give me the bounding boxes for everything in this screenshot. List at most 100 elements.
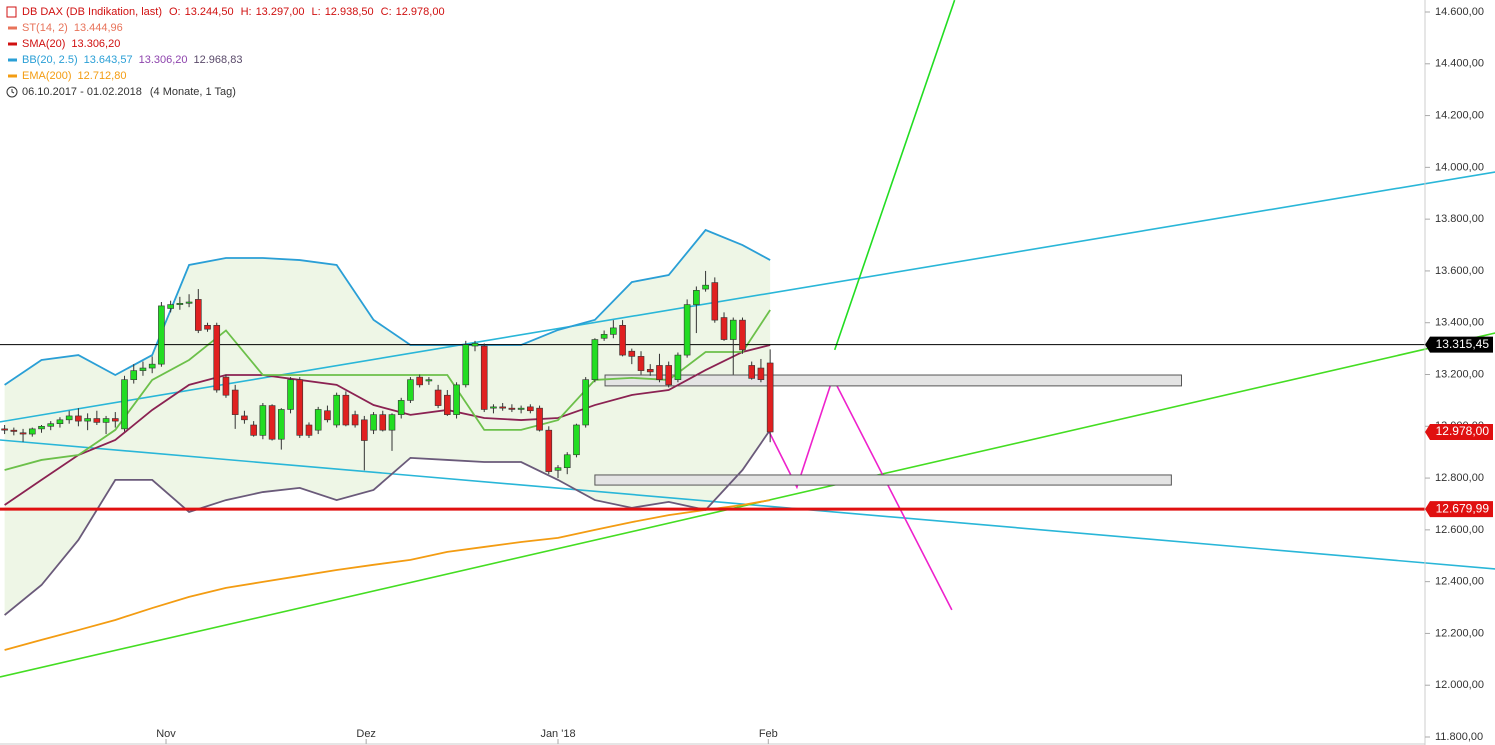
candle-body bbox=[65, 415, 73, 421]
legend-name: SMA(20) bbox=[22, 38, 65, 50]
candle-body bbox=[158, 305, 165, 365]
candle-body bbox=[591, 339, 599, 380]
candle-body bbox=[121, 379, 128, 430]
y-tick-label: 13.800,00 bbox=[1435, 213, 1484, 225]
header-key: C: bbox=[381, 6, 392, 18]
candle-body bbox=[1, 428, 8, 431]
candle-body bbox=[379, 414, 387, 431]
candle-body bbox=[656, 365, 663, 380]
header-key: H: bbox=[241, 6, 252, 18]
candle-body bbox=[563, 454, 571, 469]
period-text: (4 Monate, 1 Tag) bbox=[150, 86, 236, 98]
indicator-line bbox=[4, 344, 771, 506]
y-tick-label: 13.600,00 bbox=[1435, 265, 1484, 277]
header: DB DAX (DB Indikation, last) O: 13.244,50 H… bbox=[22, 6, 445, 18]
clock-hand bbox=[11, 89, 15, 94]
candle-body bbox=[250, 424, 257, 436]
legend-value: 13.306,20 bbox=[139, 54, 188, 66]
legend-name: ST(14, 2) bbox=[22, 22, 68, 34]
candle-body bbox=[527, 406, 534, 412]
candle-body bbox=[434, 389, 442, 406]
legend-value: 13.444,96 bbox=[74, 22, 123, 34]
x-tick-label: Jan '18 bbox=[540, 728, 575, 740]
candle-body bbox=[195, 299, 202, 331]
candle-body bbox=[628, 350, 636, 357]
candle-body bbox=[683, 304, 691, 356]
candle-body bbox=[19, 432, 27, 435]
candle-body bbox=[10, 429, 18, 432]
candle-body bbox=[693, 290, 700, 305]
candle-body bbox=[545, 429, 553, 472]
y-tick-label: 12.400,00 bbox=[1435, 576, 1484, 588]
y-tick-label: 11.800,00 bbox=[1435, 731, 1483, 743]
header-value: 12.938,50 bbox=[325, 6, 374, 18]
price-marker-label: 12.978,00 bbox=[1436, 424, 1490, 438]
candle-body bbox=[333, 394, 340, 426]
candle-body bbox=[407, 379, 414, 401]
candle-body bbox=[499, 406, 506, 409]
candle-body bbox=[600, 334, 608, 339]
y-tick-label: 12.600,00 bbox=[1435, 524, 1484, 536]
candle-body bbox=[646, 369, 654, 373]
y-tick-label: 14.000,00 bbox=[1435, 161, 1484, 173]
candle-body bbox=[204, 325, 211, 330]
y-tick-label: 14.200,00 bbox=[1435, 109, 1484, 121]
price-marker-box bbox=[1425, 501, 1493, 518]
candle-body bbox=[75, 415, 82, 422]
candle-body bbox=[167, 304, 174, 309]
header-title: DB DAX (DB Indikation, last) bbox=[22, 6, 162, 18]
zone-rect bbox=[604, 374, 1183, 387]
candle-body bbox=[490, 406, 497, 409]
candle-body bbox=[268, 405, 276, 440]
legend-entry: SMA(20) 13.306,20 bbox=[22, 38, 120, 50]
x-tick-label: Nov bbox=[156, 728, 176, 740]
candle-body bbox=[582, 379, 589, 426]
candle-body bbox=[351, 414, 359, 426]
plot-area bbox=[0, 0, 1495, 678]
candle-body bbox=[47, 423, 55, 427]
candle-body bbox=[444, 394, 451, 415]
candle-body bbox=[342, 394, 350, 426]
candle-body bbox=[554, 467, 562, 471]
legend-name: BB(20, 2.5) bbox=[22, 54, 78, 66]
header-value: 13.244,50 bbox=[185, 6, 234, 18]
candle-body bbox=[711, 282, 719, 321]
x-tick-label: Feb bbox=[759, 728, 778, 740]
legend-entry: EMA(200) 12.712,80 bbox=[22, 70, 126, 82]
candle-body bbox=[517, 407, 525, 410]
candle-body bbox=[453, 384, 460, 415]
legend-value: 12.712,80 bbox=[78, 70, 127, 82]
candle-body bbox=[370, 414, 377, 431]
header-icon bbox=[6, 6, 17, 18]
price-marker-box bbox=[1425, 423, 1493, 440]
candle-body bbox=[84, 418, 91, 422]
clock-icon bbox=[6, 86, 18, 98]
candle-body bbox=[757, 367, 765, 380]
header-key: L: bbox=[312, 6, 321, 18]
candle-body bbox=[508, 407, 516, 410]
candle-body bbox=[111, 418, 119, 422]
x-tick-label: Dez bbox=[356, 728, 376, 740]
date-range: 06.10.2017 - 01.02.2018 (4 Monate, 1 Tag) bbox=[22, 86, 236, 98]
candle-body bbox=[102, 418, 110, 423]
candle-body bbox=[314, 409, 322, 431]
candle-body bbox=[665, 365, 672, 386]
y-tick-label: 13.400,00 bbox=[1435, 317, 1484, 329]
indicator-line bbox=[4, 309, 771, 471]
y-tick-label: 14.400,00 bbox=[1435, 58, 1484, 70]
candle-body bbox=[573, 424, 580, 456]
candle-body bbox=[536, 407, 543, 431]
indicator-line bbox=[4, 429, 771, 616]
candle-body bbox=[702, 284, 709, 290]
candle-body bbox=[222, 376, 230, 396]
candle-body bbox=[28, 428, 36, 435]
candle-body bbox=[462, 344, 470, 386]
candle-body bbox=[748, 365, 755, 379]
candle-body bbox=[93, 418, 101, 423]
legend-entry: BB(20, 2.5) 13.643,57 13.306,20 12.968,83 bbox=[22, 54, 242, 66]
candle-body bbox=[231, 389, 239, 415]
y-tick-label: 12.200,00 bbox=[1435, 627, 1484, 639]
date-range-text: 06.10.2017 - 01.02.2018 bbox=[22, 86, 142, 98]
header-value: 13.297,00 bbox=[256, 6, 305, 18]
